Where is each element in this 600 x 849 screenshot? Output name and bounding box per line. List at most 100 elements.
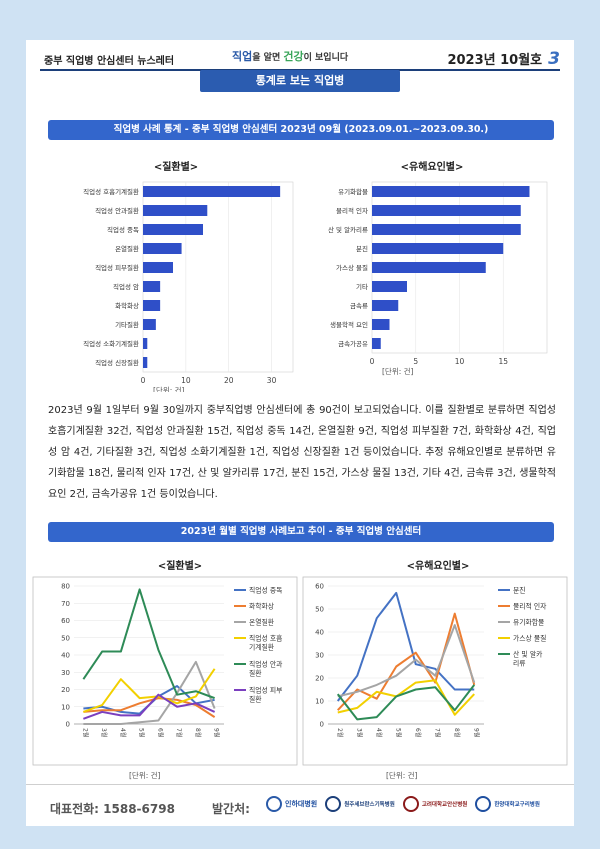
y-tick-label: 50 [61,634,70,642]
bar [143,262,173,273]
bar [143,205,208,216]
category-label: 생물학적 요인 [330,320,368,329]
legend-label: 직업성 중독 [249,586,282,595]
legend-label: 물리적 인자 [513,602,547,611]
legend-label: 기계질환 [249,643,274,652]
legend-label: 화학화상 [249,602,274,611]
x-tick-label: 0 [141,376,146,385]
category-label: 직업성 신장질환 [95,358,139,367]
category-label: 직업성 안과질환 [95,206,139,215]
legend-label: 직업성 피부 [249,686,282,695]
x-tick-label: 3월 [100,728,108,737]
chart-frame [32,576,298,766]
category-label: 화학화상 [115,301,139,310]
x-tick-label: 15 [498,357,508,366]
summary-paragraph: 2023년 9월 1일부터 9월 30일까지 중부직업병 안심센터에 총 90건… [48,405,556,500]
footer-divider [26,784,574,785]
x-tick-label: 9월 [213,728,221,737]
legend-label: 질환 [249,669,262,678]
logo-hanyang-guri: 한양대학교구리병원 [475,796,540,812]
bar [143,281,161,292]
category-label: 온열질환 [115,244,139,253]
slogan-part-see: 이 보입니다 [303,53,349,63]
bar [372,300,399,311]
wonju-emblem-icon [325,796,342,812]
x-tick-label: 4월 [119,728,127,737]
category-label: 산 및 알카리류 [328,225,368,234]
x-tick-label: 8월 [453,728,461,737]
y-tick-label: 20 [315,675,324,683]
category-label: 직업성 중독 [107,225,139,234]
logo-inha: 인하대병원 [266,796,317,812]
y-tick-label: 50 [315,606,324,614]
legend-label: 산 및 알카 [513,650,543,659]
inha-emblem-icon [266,796,282,812]
series-line [337,679,475,716]
y-tick-label: 0 [66,721,70,729]
bar [143,224,203,235]
y-tick-label: 10 [61,703,70,711]
x-tick-label: 30 [267,376,277,385]
hanyang-emblem-icon [475,796,492,812]
bar [372,281,407,292]
section-subtitle: 통계로 보는 직업병 [200,70,400,92]
unit-label: [단위: 건] [386,770,418,780]
category-label: 물리적 인자 [336,206,368,215]
newsletter-page: 중부 직업병 안심센터 뉴스레터 직업을 알면 건강이 보입니다 2023년 1… [26,40,574,826]
bar-chart-disease-title: <질환별> [153,162,199,173]
category-label: 직업성 암 [113,282,139,291]
slogan-part-health: 건강 [283,50,304,63]
bar [372,319,390,330]
line-chart-disease-title: <질환별> [157,561,203,572]
y-tick-label: 30 [61,669,70,677]
unit-label: [단위: 건] [129,770,161,780]
bar [143,357,148,368]
legend-label: 온열질환 [249,618,274,627]
unit-label: [단위: 건] [153,385,185,392]
page-number: 3 [548,49,560,69]
publisher-logos: 인하대병원 원주세브란스기독병원 고려대학교안산병원 한양대학교구리병원 [266,796,540,812]
x-tick-label: 7월 [175,728,183,737]
bar [372,243,504,254]
issue-info: 2023년 10월호 3 [447,49,560,69]
newsletter-name: 중부 직업병 안심센터 뉴스레터 [44,56,175,67]
category-label: 가스상 물질 [336,263,368,272]
publisher-label: 발간처: [212,802,250,816]
x-tick-label: 9월 [472,728,480,737]
series-line [83,660,216,725]
legend-label: 가스상 물질 [513,634,546,643]
unit-label: [단위: 건] [382,366,414,376]
slogan-part-know: 을 알면 [252,53,284,63]
legend-label: 분진 [513,586,526,595]
bar [143,186,281,197]
bar [372,205,521,216]
bar-chart-hazard-title: <유해요인별> [400,162,464,173]
logo-korea-ansan: 고려대학교안산병원 [402,796,467,812]
bar [143,300,161,311]
phone-label: 대표전화: [50,802,104,816]
y-tick-label: 0 [320,721,324,729]
category-label: 직업성 소화기계질환 [83,339,139,348]
series-line [336,684,476,721]
x-tick-label: 20 [224,376,234,385]
x-tick-label: 6월 [414,728,422,737]
slogan-logo: 직업을 알면 건강이 보입니다 [232,48,348,64]
category-label: 금속가공유 [338,339,368,348]
bar [372,338,381,349]
slogan-part-job: 직업 [232,50,253,63]
line-chart-disease: 0 10 20 30 40 50 60 70 80 2월 3월 4월 5월 6월 7월 8월 9월 직업성 중독화… [32,576,298,780]
x-tick-label: 2월 [81,728,89,737]
y-tick-label: 40 [61,652,70,660]
series-line [83,668,216,713]
category-label: 분진 [356,244,368,253]
footer-phone: 대표전화: 1588-6798 [50,800,175,817]
line-chart-hazard-title: <유해요인별> [406,561,470,572]
y-tick-label: 60 [61,617,70,625]
legend-label: 리류 [513,659,526,668]
x-tick-label: 5월 [394,728,402,737]
y-tick-label: 80 [61,583,70,591]
x-tick-label: 5월 [138,728,146,737]
